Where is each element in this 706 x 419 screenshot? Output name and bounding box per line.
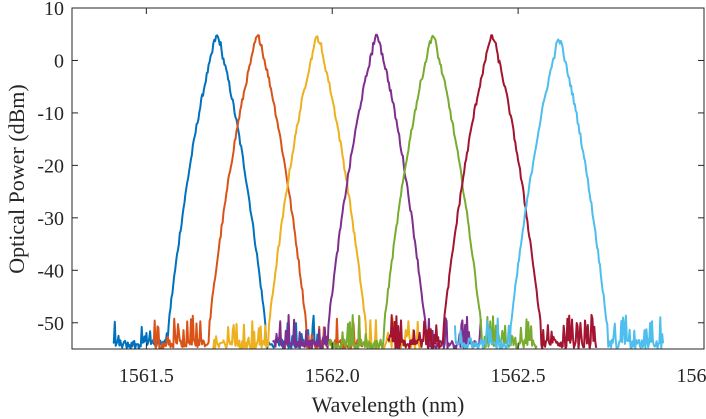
series-line-channel-3 [212,35,423,349]
x-tick-label: 1561.5 [119,365,174,387]
y-tick-label: 0 [54,50,64,72]
plot-frame [71,7,705,350]
series-line-channel-4 [271,33,482,349]
axis-ticks: 1561.5 1562.0 1562.5 1563.0 10 0 -10 -20 -30 -40 -… [37,0,706,387]
series-line-channel-6 [387,34,598,349]
series-line-channel-7 [453,38,665,349]
y-tick-label: -20 [37,155,64,177]
x-axis-label: Wavelength (nm) [312,392,465,417]
series-line-channel-5 [327,34,538,349]
y-tick-label: -40 [37,260,64,282]
y-axis-label: Optical Power (dBm) [4,84,29,273]
series-lines [112,33,665,349]
x-tick-label: 1562.5 [491,365,546,387]
y-tick-label: -30 [37,208,64,230]
y-tick-label: -10 [37,103,64,125]
x-tick-label: 1563.0 [677,365,706,387]
x-tick-label: 1562.0 [305,365,360,387]
y-tick-label: 10 [44,0,64,20]
y-tick-label: -50 [37,313,64,335]
plot-area [71,7,705,350]
